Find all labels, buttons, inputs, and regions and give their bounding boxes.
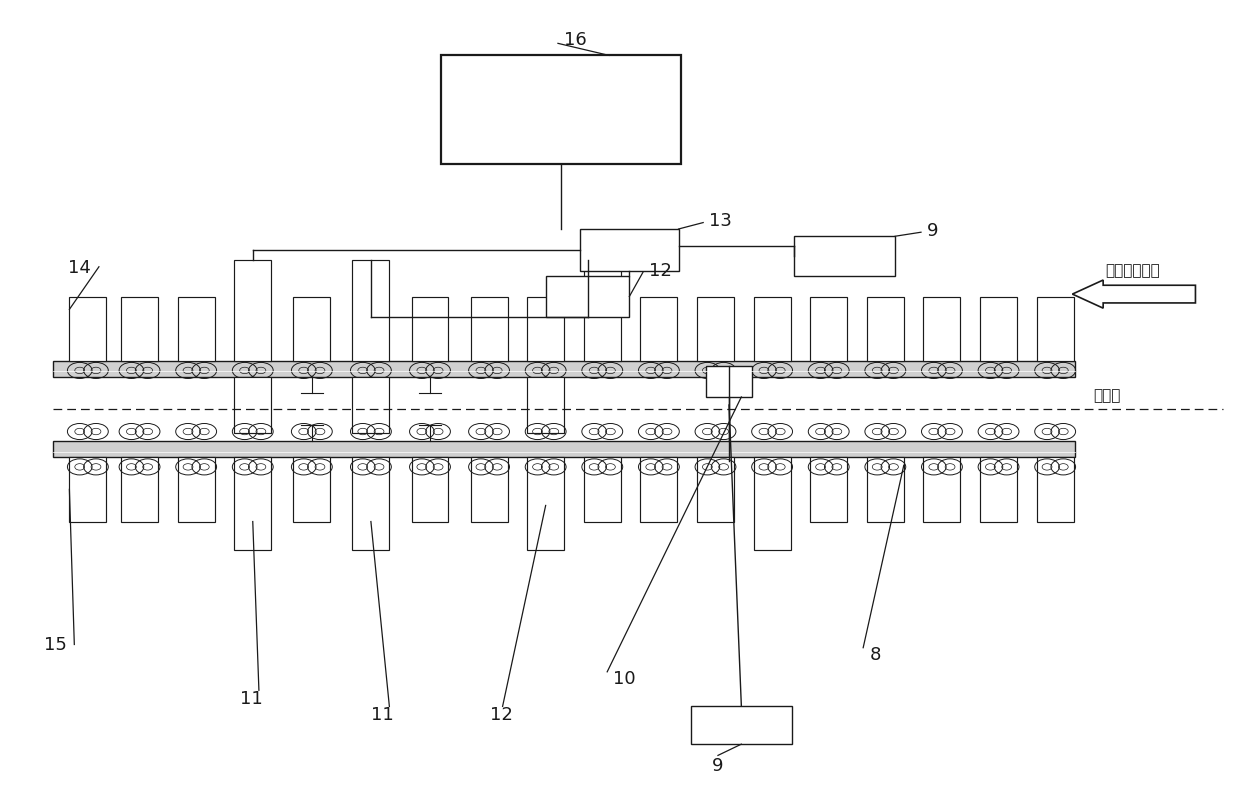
Bar (545, 277, 629, 317)
Bar (53, 362, 1075, 377)
Bar (580, 230, 679, 272)
Bar (584, 261, 621, 362)
Bar (1037, 457, 1074, 522)
FancyArrow shape (1073, 281, 1196, 309)
Bar (706, 367, 752, 397)
Bar (923, 297, 960, 362)
Bar (411, 297, 449, 362)
Text: 12: 12 (491, 706, 513, 723)
Bar (471, 457, 508, 522)
Bar (584, 457, 621, 522)
Text: 10: 10 (613, 669, 636, 688)
Bar (867, 457, 903, 522)
Bar (867, 297, 903, 362)
Bar (411, 457, 449, 522)
Text: 中轴线: 中轴线 (1093, 388, 1121, 403)
Bar (471, 297, 508, 362)
Bar (528, 377, 564, 434)
Text: 8: 8 (870, 646, 881, 663)
Bar (810, 457, 847, 522)
Bar (810, 297, 847, 362)
Text: 11: 11 (370, 706, 394, 723)
Text: 9: 9 (927, 221, 939, 239)
Bar (753, 457, 790, 550)
Bar (691, 706, 792, 744)
Bar (121, 457, 159, 522)
Bar (69, 457, 107, 522)
Bar (53, 442, 1075, 457)
Bar (352, 261, 389, 362)
Text: 15: 15 (43, 636, 67, 654)
Bar (234, 457, 271, 550)
Bar (352, 457, 389, 550)
Text: 12: 12 (649, 262, 672, 280)
Bar (294, 457, 331, 522)
Bar (294, 297, 331, 362)
Bar (234, 261, 271, 362)
Bar (121, 297, 159, 362)
Bar (1037, 297, 1074, 362)
Bar (641, 297, 678, 362)
Bar (177, 297, 214, 362)
Bar (794, 237, 895, 277)
Bar (528, 457, 564, 550)
Bar (69, 297, 107, 362)
Bar (234, 377, 271, 434)
Bar (980, 297, 1017, 362)
Bar (698, 457, 733, 522)
Text: 16: 16 (564, 32, 587, 49)
Bar (352, 377, 389, 434)
Bar (980, 457, 1017, 522)
Text: 机车行进方向: 机车行进方向 (1105, 263, 1161, 278)
Text: 11: 11 (240, 689, 263, 707)
Text: 9: 9 (712, 756, 724, 774)
Bar (923, 457, 960, 522)
Bar (753, 297, 790, 362)
Bar (528, 297, 564, 362)
Bar (698, 297, 733, 362)
Bar (441, 56, 681, 165)
Text: 14: 14 (68, 259, 90, 277)
Bar (177, 457, 214, 522)
Text: 13: 13 (710, 212, 732, 230)
Bar (641, 457, 678, 522)
